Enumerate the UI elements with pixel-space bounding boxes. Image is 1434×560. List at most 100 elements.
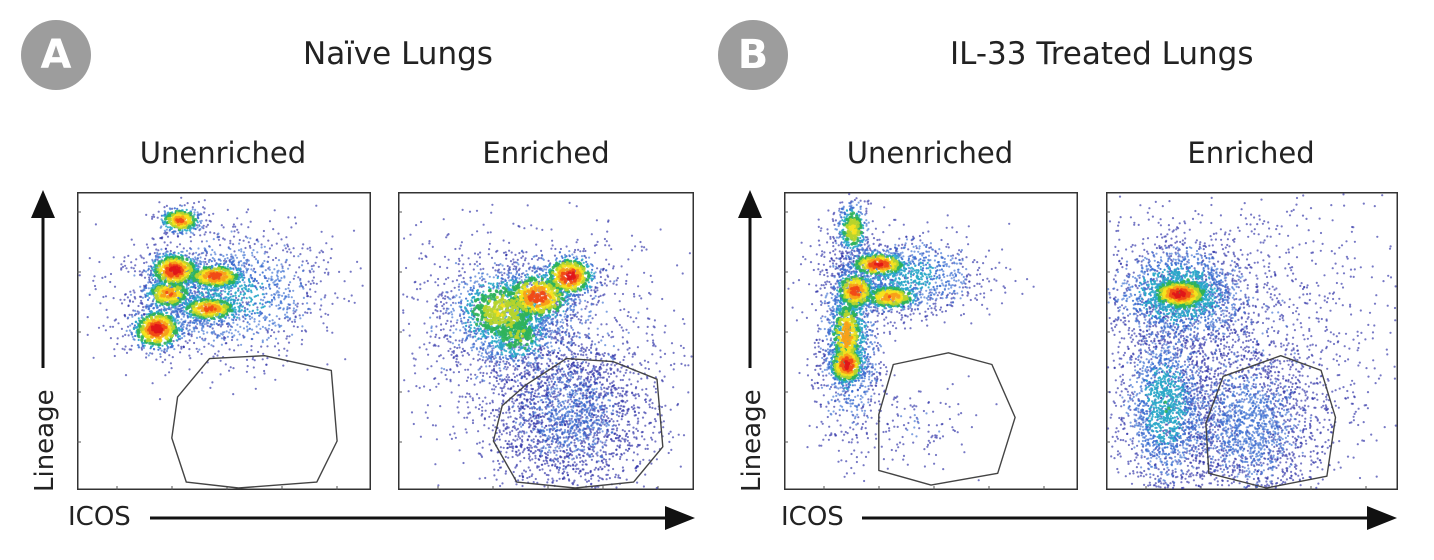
scatter-point [639, 462, 642, 465]
scatter-point [582, 382, 585, 385]
scatter-point [502, 429, 505, 432]
scatter-point [185, 327, 188, 331]
scatter-point [239, 260, 243, 263]
scatter-point [132, 267, 135, 270]
scatter-point [148, 296, 151, 300]
scatter-point [450, 290, 453, 293]
scatter-point [277, 296, 280, 299]
scatter-point [194, 327, 197, 330]
scatter-point [240, 284, 243, 287]
scatter-point [498, 378, 502, 381]
scatter-point [568, 479, 571, 482]
scatter-point [248, 263, 251, 267]
scatter-point [185, 249, 189, 252]
plot-2-title: Enriched [482, 136, 609, 170]
scatter-point [191, 292, 194, 295]
scatter-point [653, 450, 656, 453]
scatter-point [505, 360, 508, 363]
scatter-point [502, 251, 506, 254]
scatter-point [455, 358, 458, 361]
scatter-point [292, 307, 295, 310]
scatter-point [200, 219, 203, 222]
scatter-point [116, 342, 119, 346]
scatter-point [423, 281, 426, 284]
scatter-point [671, 436, 675, 439]
scatter-point [309, 311, 312, 314]
scatter-point [599, 449, 602, 452]
scatter-point [123, 298, 126, 301]
scatter-point [493, 419, 496, 422]
scatter-point [288, 335, 291, 338]
scatter-point [204, 231, 207, 234]
scatter-point [172, 284, 176, 288]
scatter-point [208, 319, 211, 322]
scatter-point [200, 260, 203, 264]
scatter-point [652, 385, 656, 388]
scatter-point [204, 260, 207, 264]
scatter-point [426, 416, 429, 419]
scatter-point [239, 268, 242, 271]
scatter-point [183, 310, 186, 313]
scatter-point [275, 291, 278, 294]
scatter-point [664, 404, 667, 407]
scatter-point [195, 268, 198, 271]
scatter-point [568, 201, 571, 204]
scatter-point [190, 262, 194, 266]
scatter-point [292, 255, 296, 258]
scatter-point [523, 374, 526, 378]
scatter-point [123, 348, 126, 351]
scatter-point [263, 245, 266, 248]
scatter-point [124, 345, 127, 348]
scatter-point [612, 420, 615, 423]
scatter-point [240, 264, 243, 267]
scatter-point [134, 309, 137, 312]
scatter-point [466, 392, 469, 395]
scatter-point [166, 226, 170, 229]
scatter-point [243, 296, 246, 299]
scatter-point [236, 316, 239, 319]
scatter-point [264, 326, 267, 330]
scatter-point [151, 258, 154, 261]
scatter-point [673, 309, 676, 312]
scatter-point [161, 361, 164, 364]
scatter-point [164, 374, 167, 377]
scatter-point [163, 349, 166, 352]
scatter-point [321, 251, 325, 254]
scatter-point [259, 302, 262, 305]
scatter-point [133, 327, 136, 330]
scatter-point [290, 226, 293, 229]
scatter-point [565, 245, 568, 248]
scatter-point [654, 391, 657, 394]
scatter-point [242, 239, 245, 242]
scatter-point [505, 432, 508, 435]
scatter-point [185, 271, 189, 275]
scatter-point [166, 235, 170, 238]
scatter-point [192, 304, 196, 308]
scatter-point [224, 363, 227, 366]
scatter-point [207, 293, 210, 296]
scatter-point [318, 251, 321, 254]
scatter-point [156, 326, 160, 330]
scatter-point [478, 397, 481, 400]
scatter-point [277, 323, 280, 326]
scatter-point [654, 387, 657, 390]
scatter-point [625, 394, 628, 397]
scatter-point [268, 305, 271, 308]
scatter-point [151, 217, 154, 220]
scatter-point [134, 320, 138, 323]
scatter-point [579, 250, 582, 253]
scatter-point [184, 254, 187, 257]
scatter-point [210, 260, 213, 263]
scatter-point [238, 242, 241, 245]
scatter-point [306, 295, 309, 298]
scatter-point [605, 478, 608, 481]
scatter-point [504, 365, 507, 368]
scatter-point [319, 280, 322, 283]
scatter-point [195, 278, 199, 282]
plot-3-title: Unenriched [847, 136, 1013, 170]
scatter-point [97, 326, 101, 329]
scatter-point [520, 371, 523, 375]
scatter-point [402, 329, 405, 332]
scatter-point [176, 235, 180, 238]
scatter-point [155, 256, 158, 259]
